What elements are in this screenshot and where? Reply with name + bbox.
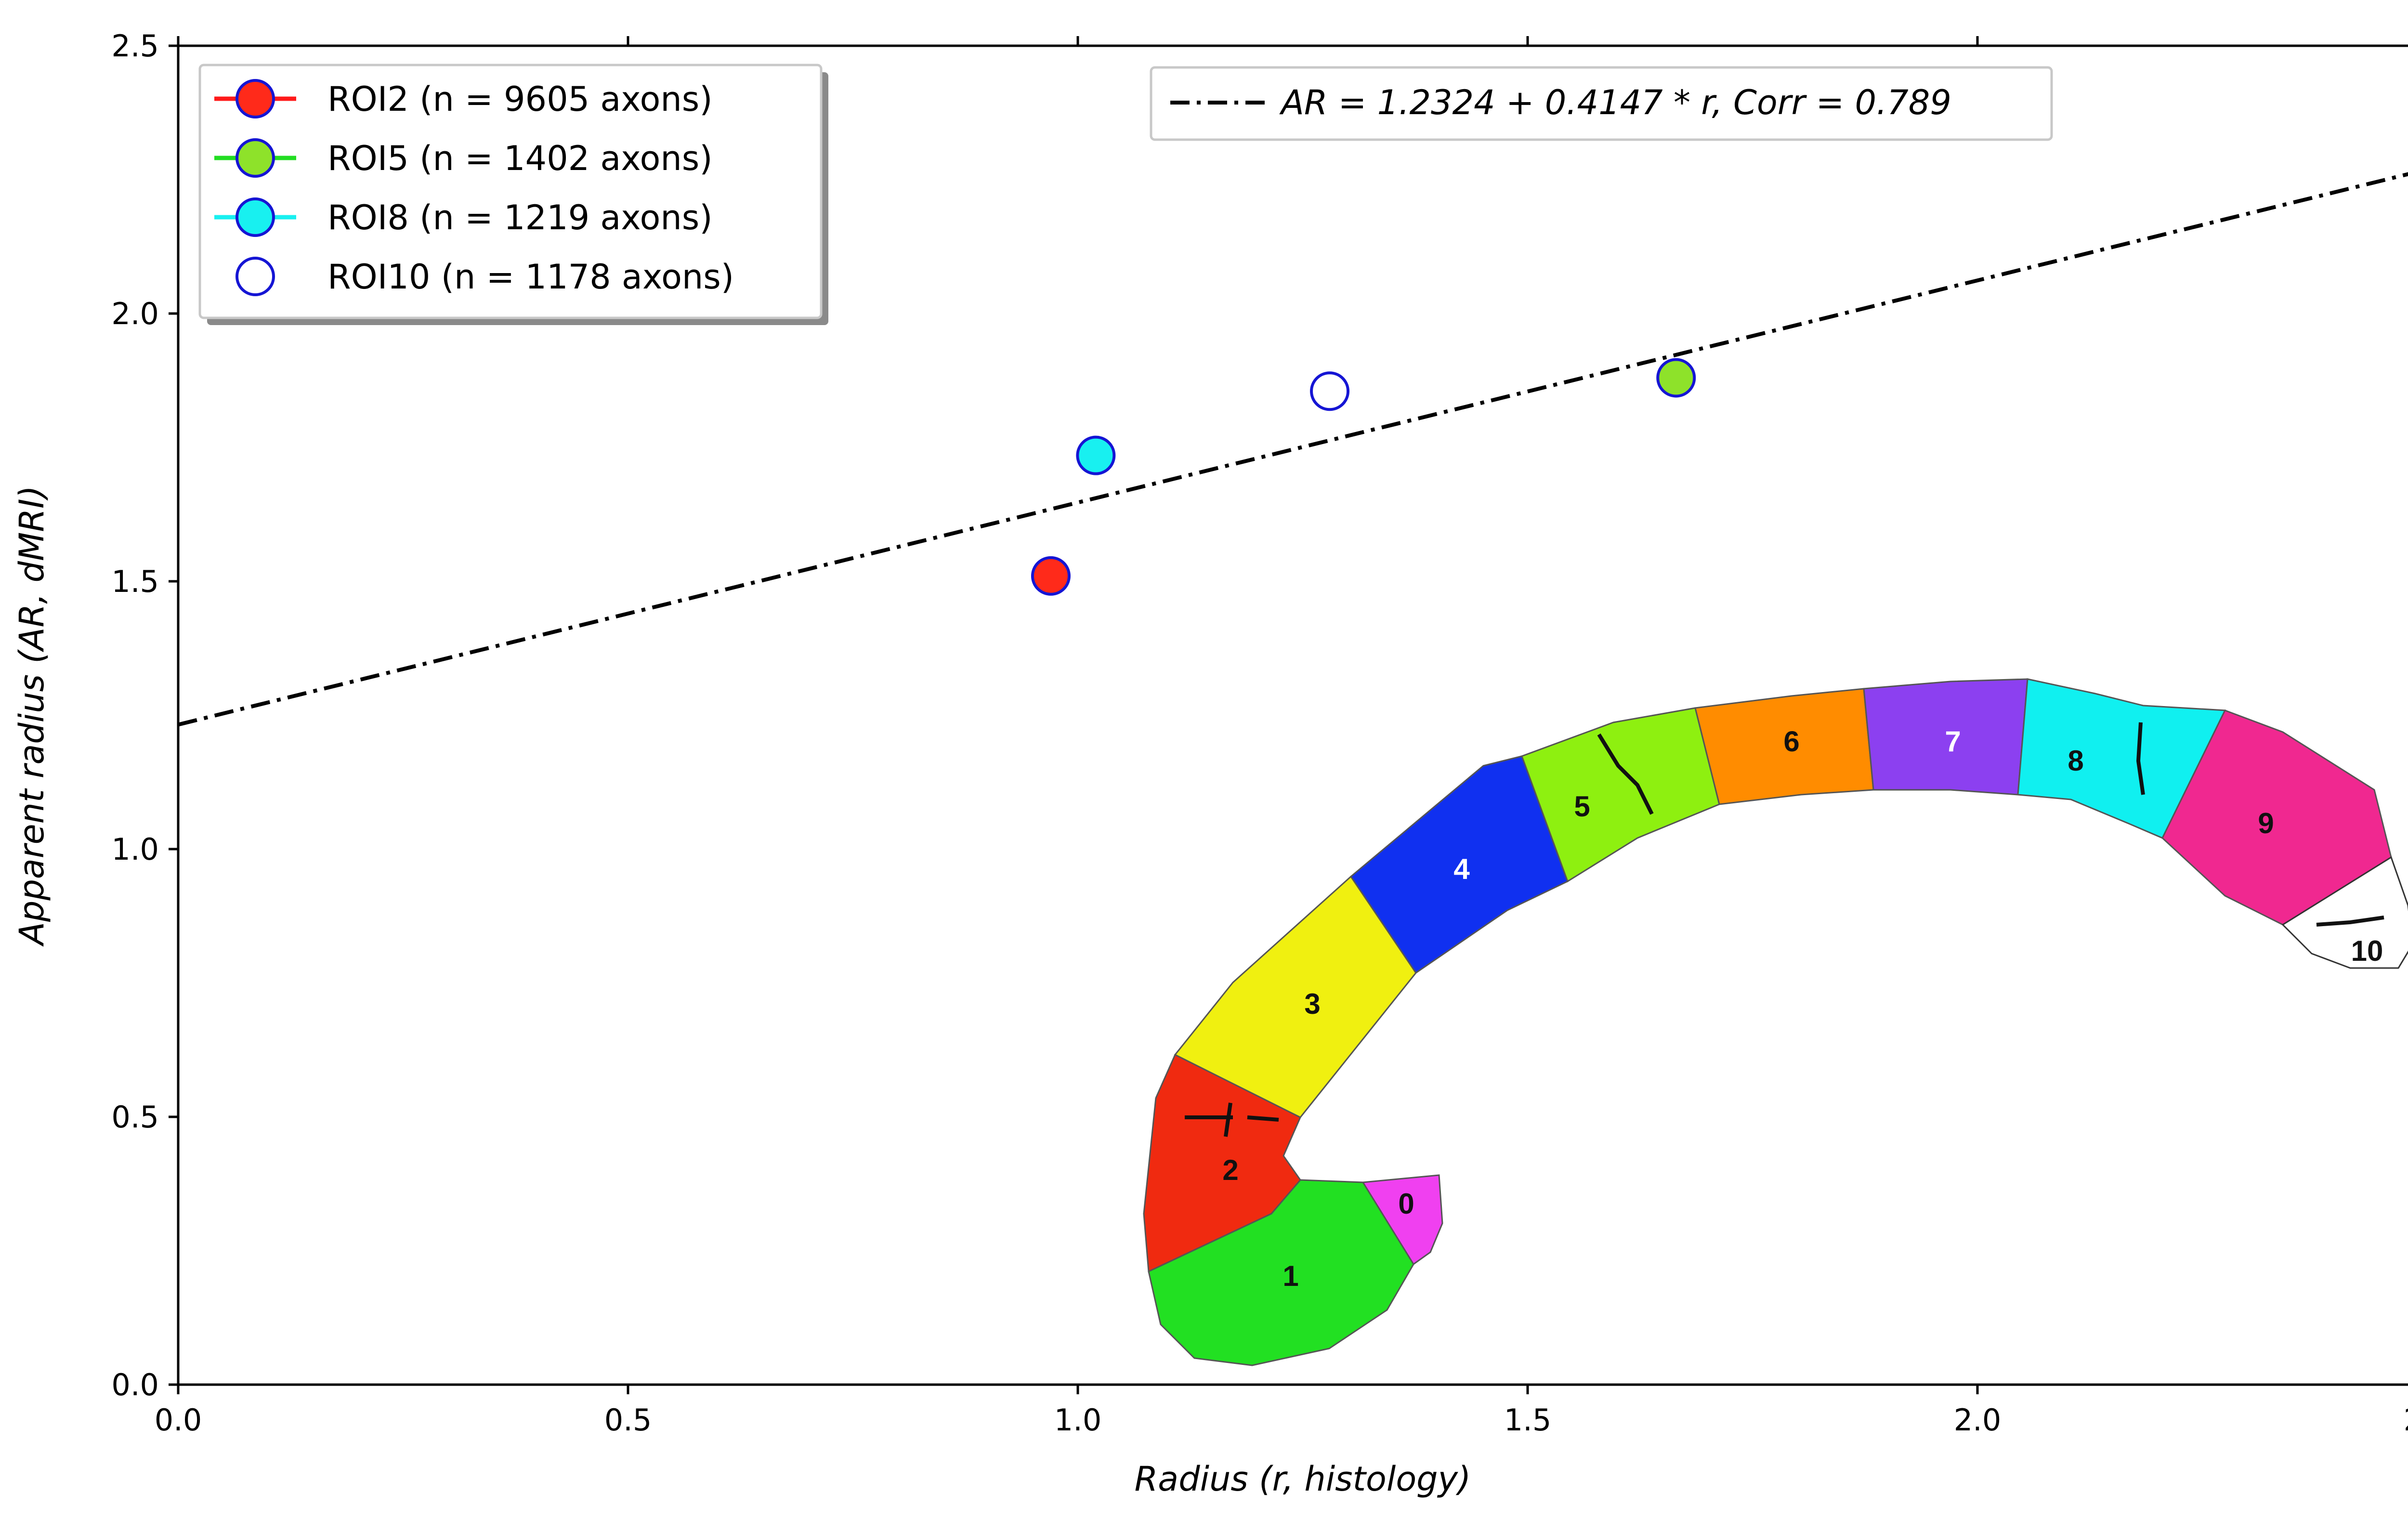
segment-label: 4 bbox=[1453, 853, 1470, 885]
x-tick-label: 2.5 bbox=[2404, 1402, 2408, 1438]
segment-label: 3 bbox=[1304, 988, 1320, 1020]
fiber-trace bbox=[1185, 1102, 1279, 1137]
y-tick-label: 2.0 bbox=[111, 296, 159, 331]
x-tick-label: 1.5 bbox=[1504, 1402, 1552, 1438]
segment-10 bbox=[2281, 856, 2408, 969]
corpus-callosum-inset: 0 1 2 3 4 5 6 7 8 9 10 bbox=[1143, 678, 2408, 1366]
fit-equation: AR = 1.2324 + 0.4147 * r, Corr = 0.789 bbox=[1279, 83, 1951, 122]
segment-label: 10 bbox=[2351, 935, 2383, 967]
segment-label: 7 bbox=[1945, 725, 1961, 758]
data-point bbox=[1031, 556, 1071, 596]
segment-label: 8 bbox=[2068, 745, 2083, 777]
data-point bbox=[1656, 358, 1696, 398]
y-tick-label: 0.5 bbox=[111, 1100, 159, 1135]
fiber-trace bbox=[1597, 733, 1654, 815]
fiber-trace bbox=[2316, 916, 2384, 927]
legend-marker bbox=[236, 197, 275, 237]
segment-label: 9 bbox=[2258, 807, 2274, 839]
data-point bbox=[1310, 371, 1350, 411]
segment-label: 6 bbox=[1783, 725, 1799, 758]
x-axis-label: Radius (r, histology) bbox=[1135, 1459, 1471, 1499]
segment-2 bbox=[1143, 1053, 1301, 1273]
segment-label: 1 bbox=[1283, 1260, 1298, 1292]
x-tick-label: 1.0 bbox=[1054, 1402, 1102, 1438]
segment-label: 2 bbox=[1222, 1154, 1238, 1186]
x-tick-label: 0.0 bbox=[155, 1402, 202, 1438]
legend-marker bbox=[236, 257, 275, 296]
axis-ticks: 0.0 0.5 1.0 1.5 2.0 2.5 0.0 0.5 1.0 1.5 2.0 2.5 bbox=[111, 28, 2408, 1438]
series-legend: ROI2 (n = 9605 axons) ROI5 (n = 1402 axon… bbox=[198, 64, 828, 325]
legend-label: ROI5 (n = 1402 axons) bbox=[327, 139, 713, 178]
legend-marker bbox=[236, 138, 275, 178]
segment-label: 5 bbox=[1574, 790, 1590, 823]
y-tick-label: 2.5 bbox=[111, 28, 159, 64]
segment-label: 0 bbox=[1398, 1188, 1414, 1220]
legend-label: ROI10 (n = 1178 axons) bbox=[327, 257, 734, 297]
y-tick-label: 0.0 bbox=[111, 1367, 159, 1402]
y-tick-label: 1.5 bbox=[111, 564, 159, 599]
y-tick-label: 1.0 bbox=[111, 832, 159, 867]
x-tick-label: 0.5 bbox=[604, 1402, 652, 1438]
x-tick-label: 2.0 bbox=[1954, 1402, 2002, 1438]
fiber-trace bbox=[2136, 722, 2145, 795]
legend-label: ROI8 (n = 1219 axons) bbox=[327, 198, 713, 237]
y-axis-label: Apparent radius (AR, dMRI) bbox=[12, 485, 52, 947]
data-points bbox=[1031, 358, 1696, 596]
fit-line-group bbox=[178, 172, 2408, 727]
fit-line bbox=[178, 172, 2408, 727]
legend-marker bbox=[236, 79, 275, 118]
legend-label: ROI2 (n = 9605 axons) bbox=[327, 79, 713, 119]
data-point bbox=[1076, 435, 1116, 475]
plot-frame bbox=[177, 44, 2408, 1386]
fit-legend: AR = 1.2324 + 0.4147 * r, Corr = 0.789 bbox=[1150, 66, 2053, 141]
